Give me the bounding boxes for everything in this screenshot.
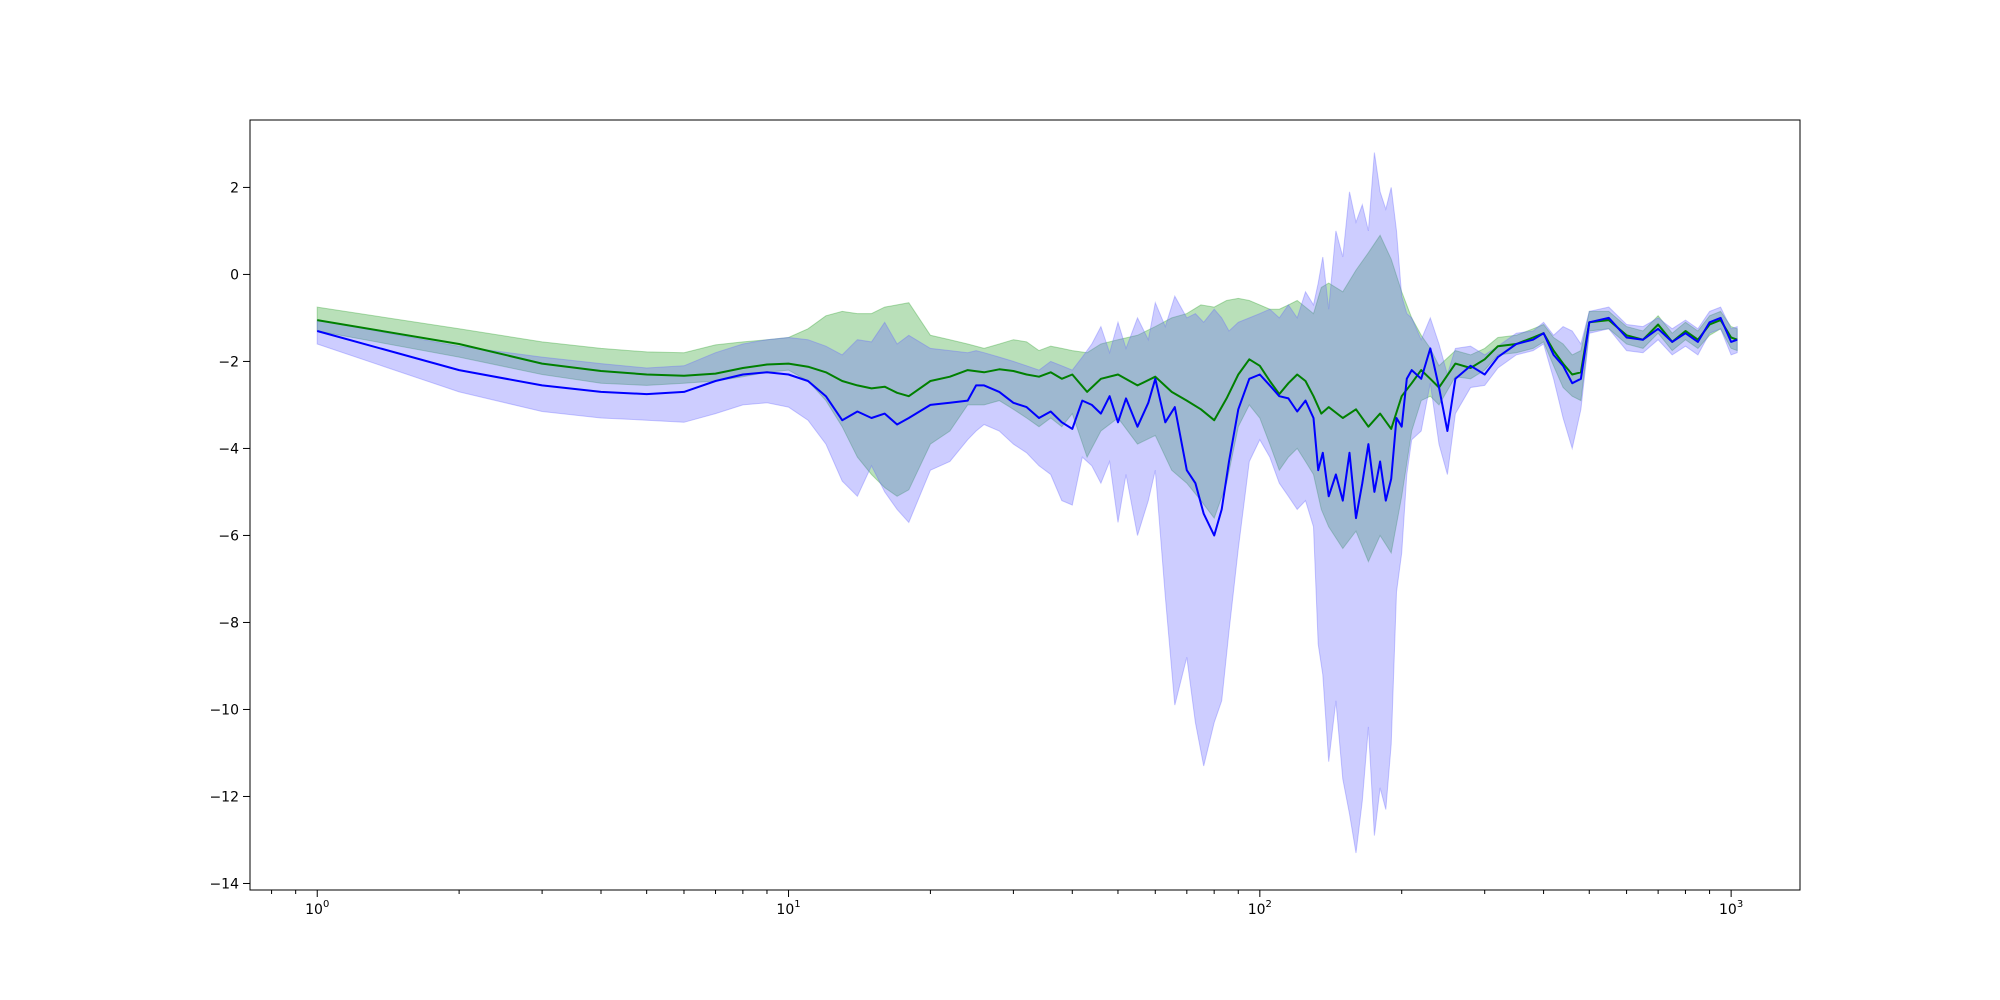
y-tick-label: −4: [218, 441, 239, 457]
plot-frame: [249, 119, 1801, 891]
x-tick-label: 101: [776, 899, 800, 918]
y-tick-label: −10: [209, 702, 239, 718]
y-tick-label: −8: [218, 615, 239, 631]
y-tick-label: −12: [209, 789, 239, 805]
x-tick-label: 100: [305, 899, 329, 918]
series-1-line: [316, 316, 1738, 537]
x-tick-label: 103: [1719, 899, 1743, 918]
y-tick-label: −6: [218, 528, 239, 544]
series-1-band: [316, 152, 1738, 854]
y-tick-label: 0: [230, 267, 239, 283]
y-tick-label: −14: [209, 876, 239, 892]
x-tick-label: 102: [1248, 899, 1272, 918]
y-axis: 2 0 −2 −4 −6 −8 −10 −12 −14: [209, 180, 250, 892]
y-tick-label: −2: [218, 354, 239, 370]
series-0-line: [317, 319, 1738, 430]
x-axis: 100 101 102 103: [271, 890, 1743, 918]
series-lines: [316, 316, 1738, 537]
y-tick-label: 2: [230, 180, 239, 196]
